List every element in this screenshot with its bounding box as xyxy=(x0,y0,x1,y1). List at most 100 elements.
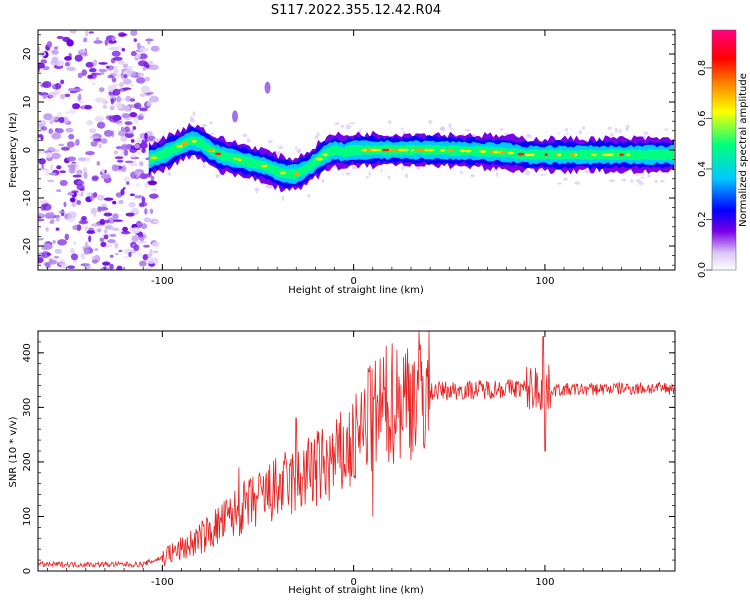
noise-blob xyxy=(67,211,77,219)
faint-blob xyxy=(540,173,546,176)
noise-blob xyxy=(90,141,98,147)
colorbar-tick-label: 0.8 xyxy=(697,60,708,76)
noise-blob xyxy=(144,267,152,270)
noise-blob xyxy=(101,168,105,174)
noise-blob xyxy=(51,152,61,160)
noise-blob xyxy=(38,46,41,52)
noise-blob xyxy=(121,231,131,235)
y-tick-label: 20 xyxy=(22,48,33,61)
noise-blob xyxy=(54,46,58,50)
noise-blob xyxy=(128,65,134,72)
faint-blob xyxy=(500,127,503,131)
noise-blob xyxy=(133,170,142,176)
noise-blob xyxy=(115,102,123,109)
x-tick-label: -100 xyxy=(151,577,174,588)
noise-blob xyxy=(84,225,89,232)
noise-blob xyxy=(131,235,140,242)
noise-blob xyxy=(114,156,124,160)
noise-blob xyxy=(78,49,87,54)
noise-blob xyxy=(123,117,132,121)
faint-blob xyxy=(556,182,563,185)
noise-blob xyxy=(116,95,121,103)
noise-blob xyxy=(107,239,116,244)
ridge-hotspot xyxy=(150,156,158,160)
noise-blob xyxy=(131,227,141,234)
noise-blob xyxy=(76,200,82,205)
noise-blob xyxy=(103,234,109,240)
noise-blob xyxy=(109,233,117,237)
noise-blob xyxy=(52,116,59,121)
faint-blob xyxy=(634,172,640,176)
faint-blob xyxy=(349,122,355,125)
ridge-hotspot xyxy=(398,148,405,152)
y-tick-label: 0 xyxy=(22,568,33,574)
noise-blob xyxy=(96,228,102,233)
noise-blob xyxy=(141,223,148,230)
faint-blob xyxy=(265,184,272,189)
noise-blob xyxy=(56,189,62,193)
noise-blob xyxy=(69,107,76,115)
faint-blob xyxy=(242,133,248,138)
faint-blob xyxy=(609,179,615,183)
faint-blob xyxy=(340,124,345,128)
noise-blob xyxy=(131,207,139,214)
noise-blob xyxy=(90,223,101,227)
faint-blob xyxy=(654,179,658,184)
faint-blob xyxy=(277,145,284,150)
faint-blob xyxy=(640,176,645,179)
noise-blob xyxy=(106,95,116,99)
ridge-hotspot xyxy=(478,150,487,153)
faint-blob xyxy=(387,120,392,124)
noise-blob xyxy=(81,216,87,221)
noise-blob xyxy=(98,62,108,65)
noise-blob xyxy=(55,82,62,89)
noise-blob xyxy=(135,52,141,59)
noise-blob xyxy=(68,52,72,59)
noise-blob xyxy=(59,179,68,187)
noise-blob xyxy=(104,224,114,230)
noise-blob xyxy=(144,132,148,140)
noise-blob xyxy=(129,148,137,153)
faint-blob xyxy=(276,150,280,154)
faint-blob xyxy=(215,174,219,179)
colorbar: 0.0 0.2 0.4 0.6 0.8 Normalized spectral ampl… xyxy=(697,29,749,278)
noise-blob xyxy=(103,197,114,201)
y-tick-label: -10 xyxy=(22,190,33,206)
noise-blob xyxy=(124,126,130,133)
ridge-hotspot xyxy=(372,148,378,152)
snr-ticks: -100 0 100 0 100 200 300 400 xyxy=(22,330,675,588)
noise-blob xyxy=(153,250,159,254)
noise-blob xyxy=(77,72,83,79)
ridge-hotspot xyxy=(428,148,435,152)
noise-blob xyxy=(66,141,75,148)
x-tick-label: 0 xyxy=(350,577,356,588)
noise-blob xyxy=(68,133,75,140)
noise-blob xyxy=(122,63,129,69)
noise-blob xyxy=(102,261,111,266)
noise-blob xyxy=(123,176,130,182)
noise-blob xyxy=(92,175,99,180)
noise-blob xyxy=(149,64,159,71)
noise-blob xyxy=(59,170,67,174)
noise-blob xyxy=(69,197,76,203)
faint-blob xyxy=(190,155,195,161)
noise-blob xyxy=(70,253,79,261)
y-tick-label: 0 xyxy=(22,147,33,153)
ridge-hotspot xyxy=(410,148,414,152)
noise-blob xyxy=(132,126,137,130)
snr-series-line xyxy=(38,331,675,569)
ridge-hotspot xyxy=(233,157,237,161)
noise-blob xyxy=(109,254,114,258)
ridge-hotspot xyxy=(493,150,499,154)
noise-blob xyxy=(38,213,46,219)
noise-blob xyxy=(134,116,139,124)
noise-blob xyxy=(68,166,76,174)
noise-blob xyxy=(50,60,59,66)
colorbar-gradient xyxy=(711,29,737,271)
noise-blob xyxy=(49,212,55,218)
noise-blob xyxy=(96,37,100,41)
noise-blob xyxy=(86,230,96,235)
noise-blob xyxy=(136,42,141,49)
noise-blob xyxy=(98,68,108,73)
noise-blob xyxy=(50,119,54,125)
